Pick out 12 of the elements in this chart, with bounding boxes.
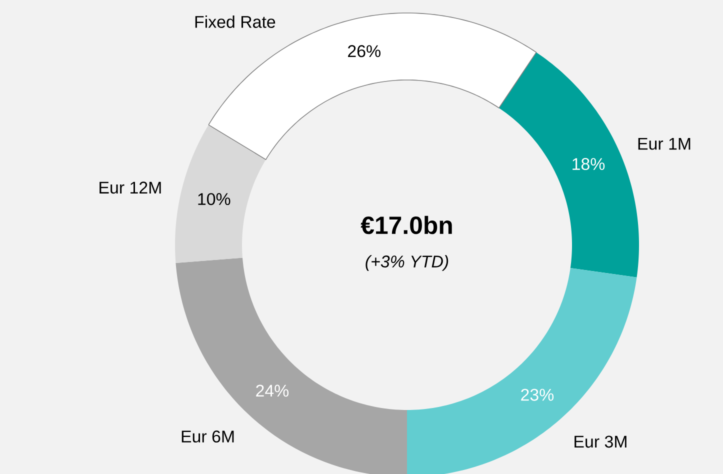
slice-label: Eur 12M	[100, 182, 161, 194]
slice-label: Eur 1M	[638, 138, 690, 150]
data-label: 10%	[198, 193, 230, 206]
data-label: 18%	[572, 158, 605, 170]
slice-label: Fixed Rate	[195, 16, 276, 28]
text: €17.0bn	[360, 216, 452, 234]
text: (+3% YTD)	[366, 255, 448, 271]
data-label: 26%	[348, 45, 380, 58]
slice-label: Eur 6M	[182, 430, 234, 443]
data-label: 24%	[256, 384, 289, 397]
data-label: 23%	[521, 388, 554, 401]
slice-label: Eur 3M	[574, 436, 626, 448]
